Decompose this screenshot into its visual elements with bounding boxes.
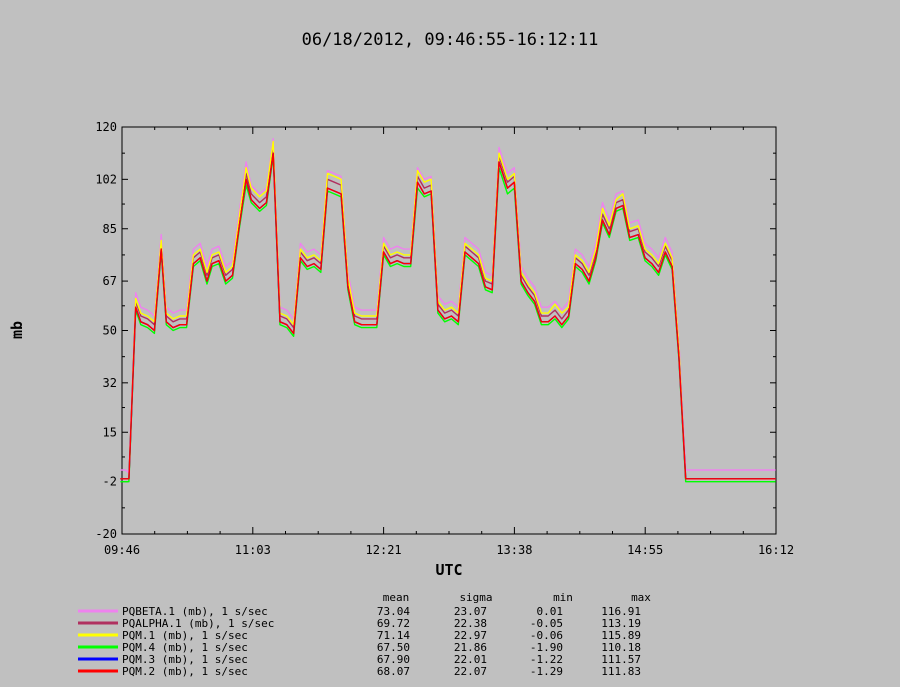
- y-tick-label: 102: [95, 172, 117, 186]
- legend-mean-value: 71.14: [377, 629, 410, 642]
- x-tick-label: 11:03: [235, 543, 271, 557]
- legend-mean-value: 69.72: [377, 617, 410, 630]
- legend-max-value: 116.91: [601, 605, 641, 618]
- legend-max-value: 113.19: [601, 617, 641, 630]
- y-axis-label: mb: [8, 321, 26, 339]
- legend-max-value: 110.18: [601, 641, 641, 654]
- legend-sigma-value: 22.07: [454, 665, 487, 678]
- legend-series-name: PQM.3 (mb), 1 s/sec: [122, 653, 248, 666]
- y-tick-label: 85: [103, 222, 117, 236]
- legend-mean-value: 67.90: [377, 653, 410, 666]
- legend-sigma-value: 22.38: [454, 617, 487, 630]
- legend-sigma-value: 22.01: [454, 653, 487, 666]
- legend-max-value: 111.57: [601, 653, 641, 666]
- legend: mean sigma min max PQBETA.1 (mb), 1 s/sec 73.…: [78, 591, 651, 678]
- x-tick-label: 16:12: [758, 543, 794, 557]
- legend-series-name: PQALPHA.1 (mb), 1 s/sec: [122, 617, 274, 630]
- series-line-1: [120, 146, 776, 480]
- series-line-0: [120, 137, 776, 474]
- legend-min-value: -0.06: [530, 629, 563, 642]
- y-tick-label: -20: [95, 527, 117, 541]
- y-tick-label: 15: [103, 425, 117, 439]
- series-line-5: [120, 152, 776, 480]
- x-axis: 09:46 11:03 12:21 13:38 14:55 16:12: [104, 127, 794, 557]
- legend-sigma-value: 23.07: [454, 605, 487, 618]
- chart-title: 06/18/2012, 09:46:55-16:12:11: [302, 30, 599, 50]
- series-line-2: [120, 140, 776, 480]
- legend-sigma-value: 21.86: [454, 641, 487, 654]
- y-tick-label: 32: [103, 376, 117, 390]
- y-tick-label: -2: [103, 475, 117, 489]
- legend-series-name: PQM.4 (mb), 1 s/sec: [122, 641, 248, 654]
- y-tick-label: 50: [103, 324, 117, 338]
- legend-max-value: 115.89: [601, 629, 641, 642]
- x-tick-label: 13:38: [496, 543, 532, 557]
- legend-header: min: [553, 591, 573, 604]
- legend-max-value: 111.83: [601, 665, 641, 678]
- legend-sigma-value: 22.97: [454, 629, 487, 642]
- legend-min-value: -0.05: [530, 617, 563, 630]
- y-axis: -20 -2 15 32 50 67 85 102 120: [95, 120, 776, 541]
- y-tick-label: 120: [95, 120, 117, 134]
- series-lines: [120, 137, 776, 483]
- legend-header: max: [631, 591, 651, 604]
- legend-mean-value: 67.50: [377, 641, 410, 654]
- y-tick-label: 67: [103, 274, 117, 288]
- legend-series-name: PQM.1 (mb), 1 s/sec: [122, 629, 248, 642]
- legend-header: sigma: [459, 591, 492, 604]
- x-tick-label: 14:55: [627, 543, 663, 557]
- plot-area-frame: [121, 126, 777, 535]
- legend-mean-value: 68.07: [377, 665, 410, 678]
- series-line-3: [120, 155, 776, 483]
- legend-min-value: -1.29: [530, 665, 563, 678]
- legend-min-value: -1.90: [530, 641, 563, 654]
- x-axis-label: UTC: [435, 561, 462, 579]
- legend-min-value: -1.22: [530, 653, 563, 666]
- legend-header: mean: [383, 591, 410, 604]
- legend-series-name: PQM.2 (mb), 1 s/sec: [122, 665, 248, 678]
- x-tick-label: 09:46: [104, 543, 140, 557]
- legend-series-name: PQBETA.1 (mb), 1 s/sec: [122, 605, 268, 618]
- legend-mean-value: 73.04: [377, 605, 410, 618]
- x-tick-label: 12:21: [366, 543, 402, 557]
- legend-min-value: 0.01: [537, 605, 564, 618]
